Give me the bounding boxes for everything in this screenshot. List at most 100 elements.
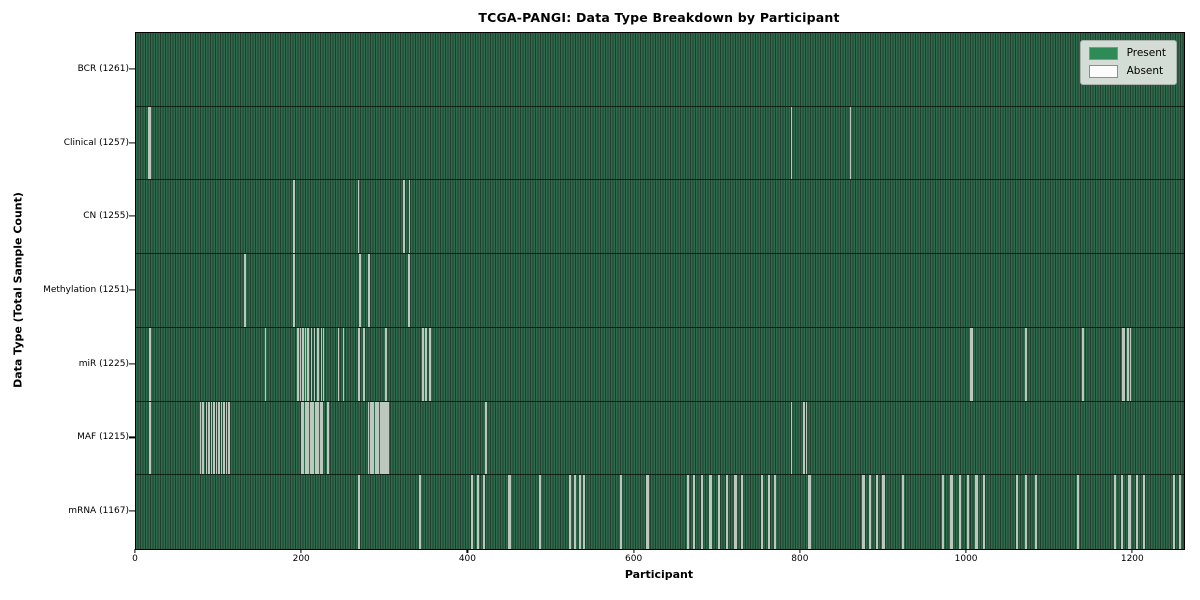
absent-line [301, 401, 303, 475]
absent-line [314, 401, 317, 475]
absent-line [767, 475, 770, 549]
absent-line [958, 475, 961, 549]
absent-line [726, 475, 728, 549]
absent-line [320, 327, 322, 401]
legend-swatch [1088, 65, 1118, 78]
absent-line [359, 254, 361, 327]
absent-line [1173, 475, 1175, 549]
heatmap-row [136, 401, 1184, 476]
absent-line [318, 401, 320, 475]
y-tick-label: MAF (1215) [77, 432, 129, 443]
absent-line [477, 475, 479, 549]
absent-line [509, 475, 511, 549]
absent-line [1122, 327, 1124, 401]
absent-line [367, 254, 370, 327]
absent-line [1126, 327, 1129, 401]
absent-line [244, 254, 246, 327]
absent-line [369, 401, 371, 475]
absent-line [293, 180, 295, 254]
absent-line [741, 475, 744, 549]
absent-line [407, 254, 410, 327]
absent-line [384, 401, 386, 475]
absent-line [790, 106, 793, 180]
absent-line [327, 401, 329, 475]
absent-line [569, 475, 572, 549]
absent-line [1077, 475, 1079, 549]
absent-line [942, 475, 945, 549]
absent-line [368, 254, 371, 327]
absent-line [358, 475, 361, 549]
absent-line [483, 475, 485, 549]
absent-line [802, 401, 804, 475]
absent-line [803, 401, 805, 475]
absent-line [377, 401, 380, 475]
absent-line [1016, 475, 1019, 549]
heatmap-row [136, 254, 1184, 328]
absent-line [741, 475, 743, 549]
absent-line [578, 475, 581, 549]
absent-line [322, 327, 325, 401]
absent-line [1174, 475, 1176, 549]
absent-line [869, 475, 871, 549]
absent-line [470, 475, 473, 549]
absent-line [317, 327, 319, 401]
absent-line [362, 327, 365, 401]
x-tick-label: 1200 [1120, 554, 1144, 564]
absent-line [761, 475, 764, 549]
absent-line [1129, 327, 1132, 401]
absent-line [951, 475, 953, 549]
absent-line [426, 327, 428, 401]
absent-line [717, 475, 720, 549]
absent-line [876, 475, 878, 549]
absent-line [573, 475, 576, 549]
absent-line [379, 401, 381, 475]
absent-line [228, 401, 230, 475]
y-tick-label: mRNA (1167) [68, 506, 129, 517]
x-tick-mark [965, 549, 967, 553]
absent-line [293, 254, 296, 327]
absent-line [718, 475, 720, 549]
x-tick-mark [1131, 549, 1133, 553]
y-tick-mark [129, 215, 135, 217]
absent-line [1016, 475, 1018, 549]
absent-line [687, 475, 689, 549]
absent-line [975, 475, 977, 549]
absent-line [485, 401, 488, 475]
absent-line [425, 327, 427, 401]
absent-line [583, 475, 586, 549]
absent-line [568, 475, 571, 549]
x-tick-label: 0 [132, 554, 138, 564]
y-tick-label: Clinical (1257) [63, 137, 129, 148]
absent-line [539, 475, 541, 549]
x-tick-mark [134, 549, 136, 553]
absent-line [482, 475, 484, 549]
absent-line [1036, 475, 1038, 549]
absent-line [307, 327, 309, 401]
absent-line [372, 401, 375, 475]
absent-line [687, 475, 690, 549]
absent-line [976, 475, 978, 549]
absent-line [875, 475, 878, 549]
absent-line [428, 327, 430, 401]
absent-line [387, 401, 390, 475]
absent-line [357, 327, 360, 401]
absent-line [1128, 475, 1130, 549]
absent-line [357, 475, 360, 549]
absent-line [319, 401, 322, 475]
absent-line [1114, 475, 1116, 549]
y-tick-mark [129, 436, 135, 439]
absent-line [1115, 475, 1117, 549]
absent-line [422, 327, 425, 401]
absent-line [849, 106, 852, 180]
absent-line [583, 475, 585, 549]
absent-line [942, 475, 944, 549]
absent-line [385, 327, 387, 401]
absent-line [768, 475, 770, 549]
legend: Present Absent [1079, 40, 1177, 85]
absent-line [313, 401, 315, 475]
absent-line [202, 401, 204, 475]
absent-line [374, 401, 376, 475]
absent-line [306, 401, 308, 475]
x-tick-mark [300, 549, 302, 553]
